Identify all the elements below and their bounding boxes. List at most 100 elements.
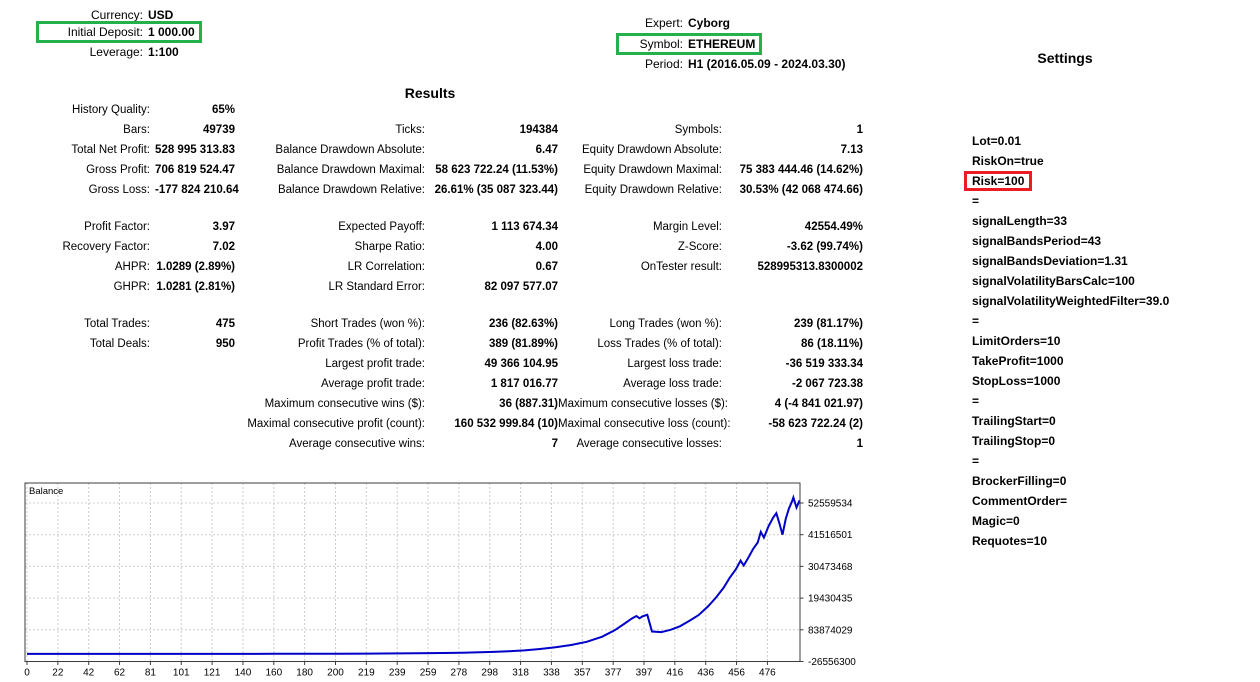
result-row: Gross Profit: 706 819 524.47 Balance Drawd… — [0, 160, 900, 180]
result-value: 236 (82.63%) — [488, 318, 558, 330]
info-label: Symbol: — [639, 37, 683, 51]
info-row: Expert: Cyborg — [616, 12, 737, 34]
settings-line: StopLoss=1000 — [964, 371, 1068, 391]
result-row: Average profit trade: 1 817 016.77 Average… — [0, 374, 900, 394]
result-value: 389 (81.89%) — [488, 338, 558, 350]
result-label: Average profit trade: — [321, 378, 425, 390]
result-label: Expected Payoff: — [338, 221, 425, 233]
settings-line-text: TakeProfit=1000 — [972, 354, 1064, 368]
chart-series-title: Balance — [29, 486, 63, 497]
info-row-content: Currency: USD — [36, 4, 180, 26]
result-row: Profit Factor: 3.97 Expected Payoff: 1 113 … — [0, 217, 900, 237]
info-label: Leverage: — [89, 45, 143, 59]
result-label: Balance Drawdown Maximal: — [276, 164, 425, 176]
balance-line — [27, 494, 801, 655]
settings-line: signalBandsPeriod=43 — [964, 231, 1109, 251]
result-label: Gross Profit: — [86, 164, 150, 176]
result-value: 1 113 674.34 — [491, 221, 558, 233]
settings-line-text: signalLength=33 — [972, 214, 1068, 228]
result-value: -3.62 (99.74%) — [786, 241, 863, 253]
result-label: Profit Trades (% of total): — [297, 338, 425, 350]
settings-line: Magic=0 — [964, 511, 1028, 531]
svg-text:456: 456 — [728, 668, 745, 679]
svg-text:83874029: 83874029 — [808, 625, 853, 636]
svg-text:338: 338 — [543, 668, 560, 679]
info-row: Leverage: 1:100 — [36, 41, 186, 63]
result-value: -177 824 210.64 — [155, 184, 239, 196]
result-row: AHPR: 1.0289 (2.89%) LR Correlation: 0.67 On… — [0, 257, 900, 277]
result-value: 475 — [215, 318, 235, 330]
chart-x-labels: 0 22 42 62 81 101 121 140 160 180 200 219 239 259 278 2… — [24, 668, 776, 679]
result-label: Total Net Profit: — [71, 144, 150, 156]
result-row: Total Deals: 950 Profit Trades (% of total… — [0, 334, 900, 354]
settings-line: signalLength=33 — [964, 211, 1075, 231]
result-value: 3.97 — [212, 221, 235, 233]
result-label: Recovery Factor: — [62, 241, 150, 253]
settings-line: TrailingStart=0 — [964, 411, 1064, 431]
svg-text:0: 0 — [24, 668, 30, 679]
settings-line-text: CommentOrder= — [972, 494, 1068, 508]
result-value: 49739 — [203, 124, 235, 136]
result-label: Average consecutive losses: — [576, 438, 722, 450]
svg-text:259: 259 — [420, 668, 437, 679]
svg-text:-26556300: -26556300 — [808, 657, 856, 668]
results-title: Results — [404, 85, 456, 101]
chart-border — [24, 482, 801, 662]
info-row: Currency: USD — [36, 4, 180, 26]
result-value: 82 097 577.07 — [484, 281, 558, 293]
result-label: Equity Drawdown Maximal: — [583, 164, 722, 176]
info-value: 1:100 — [148, 45, 179, 59]
result-value: 1 — [856, 438, 863, 450]
result-value: 528 995 313.83 — [155, 144, 235, 156]
svg-text:101: 101 — [173, 668, 190, 679]
svg-text:436: 436 — [697, 668, 714, 679]
svg-text:200: 200 — [327, 668, 344, 679]
result-value: 42554.49% — [804, 221, 863, 233]
settings-line: TrailingStop=0 — [964, 431, 1063, 451]
result-value: 7 — [551, 438, 558, 450]
result-value: 160 532 999.84 (10) — [454, 418, 558, 430]
result-label: Short Trades (won %): — [310, 318, 425, 330]
info-label: Initial Deposit: — [67, 25, 143, 39]
result-label: OnTester result: — [640, 261, 722, 273]
result-value: 1.0289 (2.89%) — [156, 261, 235, 273]
result-label: AHPR: — [114, 261, 150, 273]
result-value: 1 — [856, 124, 863, 136]
result-label: Long Trades (won %): — [609, 318, 722, 330]
chart-tick-marks — [26, 502, 804, 665]
svg-text:377: 377 — [605, 668, 622, 679]
settings-line: BrockerFilling=0 — [964, 471, 1074, 491]
result-value: 7.13 — [840, 144, 863, 156]
svg-text:357: 357 — [574, 668, 591, 679]
svg-text:416: 416 — [667, 668, 684, 679]
result-value: 4.00 — [535, 241, 558, 253]
settings-line-text: signalBandsDeviation=1.31 — [972, 254, 1128, 268]
result-label: Total Deals: — [89, 338, 150, 350]
settings-line: = — [964, 451, 987, 471]
result-row: Largest profit trade: 49 366 104.95 Larges… — [0, 354, 900, 374]
result-row: GHPR: 1.0281 (2.81%) LR Standard Error: 82 … — [0, 277, 900, 297]
svg-text:180: 180 — [296, 668, 313, 679]
result-label: Margin Level: — [652, 221, 722, 233]
info-row: Period: H1 (2016.05.09 - 2024.03.30) — [616, 53, 852, 75]
settings-line: RiskOn=true — [964, 151, 1052, 171]
result-label: LR Correlation: — [347, 261, 425, 273]
result-value: 528995313.8300002 — [757, 261, 863, 273]
highlight-box-red: Risk=100 — [964, 171, 1033, 191]
result-value: 4 (-4 841 021.97) — [774, 398, 863, 410]
settings-line: signalBandsDeviation=1.31 — [964, 251, 1136, 271]
result-label: Balance Drawdown Relative: — [277, 184, 425, 196]
result-row: Recovery Factor: 7.02 Sharpe Ratio: 4.00 Z-S… — [0, 237, 900, 257]
settings-line: signalVolatilityBarsCalc=100 — [964, 271, 1143, 291]
svg-text:52559534: 52559534 — [808, 499, 853, 510]
info-row-content: Expert: Cyborg — [616, 12, 737, 34]
svg-text:476: 476 — [759, 668, 776, 679]
settings-line: CommentOrder= — [964, 491, 1075, 511]
result-label: Gross Loss: — [88, 184, 150, 196]
svg-text:30473468: 30473468 — [808, 562, 853, 573]
info-row: Initial Deposit: 1 000.00 — [36, 21, 202, 43]
result-value: 26.61% (35 087 323.44) — [434, 184, 558, 196]
result-row: Total Net Profit: 528 995 313.83 Balance D… — [0, 140, 900, 160]
info-label: Currency: — [90, 8, 143, 22]
settings-line-text: Magic=0 — [972, 514, 1020, 528]
